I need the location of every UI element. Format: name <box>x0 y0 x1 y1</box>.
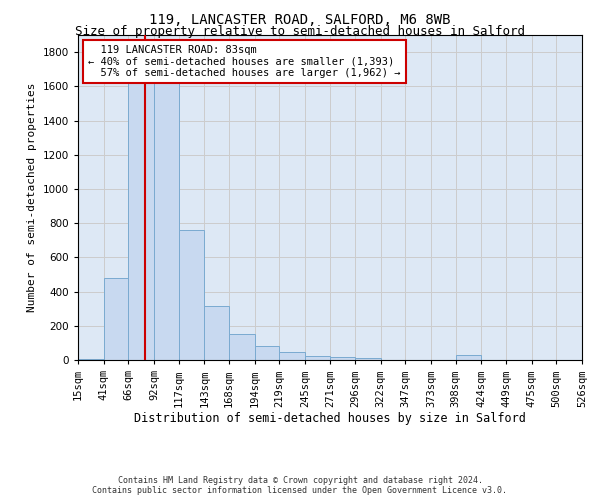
Text: Contains HM Land Registry data © Crown copyright and database right 2024.
Contai: Contains HM Land Registry data © Crown c… <box>92 476 508 495</box>
X-axis label: Distribution of semi-detached houses by size in Salford: Distribution of semi-detached houses by … <box>134 412 526 425</box>
Bar <box>331 357 355 360</box>
Bar <box>78 359 104 360</box>
Text: 119 LANCASTER ROAD: 83sqm
← 40% of semi-detached houses are smaller (1,393)
  57: 119 LANCASTER ROAD: 83sqm ← 40% of semi-… <box>88 45 401 78</box>
Text: Size of property relative to semi-detached houses in Salford: Size of property relative to semi-detach… <box>75 25 525 38</box>
Bar <box>279 352 305 360</box>
Bar <box>305 356 331 360</box>
Text: 119, LANCASTER ROAD, SALFORD, M6 8WB: 119, LANCASTER ROAD, SALFORD, M6 8WB <box>149 12 451 26</box>
Bar <box>254 346 279 360</box>
Bar <box>456 355 481 360</box>
Bar <box>154 80 179 360</box>
Bar <box>229 334 254 360</box>
Bar <box>128 78 154 360</box>
Bar <box>179 230 204 360</box>
Bar <box>355 358 381 360</box>
Bar <box>204 306 229 360</box>
Y-axis label: Number of semi-detached properties: Number of semi-detached properties <box>27 82 37 312</box>
Bar <box>104 278 128 360</box>
